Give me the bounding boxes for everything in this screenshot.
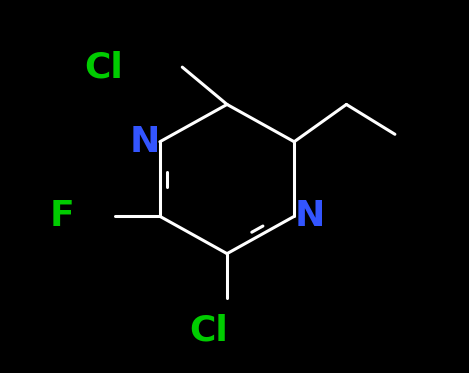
Text: Cl: Cl: [189, 313, 228, 347]
Text: F: F: [49, 199, 74, 233]
Text: N: N: [294, 199, 325, 233]
Text: N: N: [129, 125, 160, 159]
Text: Cl: Cl: [84, 50, 122, 84]
